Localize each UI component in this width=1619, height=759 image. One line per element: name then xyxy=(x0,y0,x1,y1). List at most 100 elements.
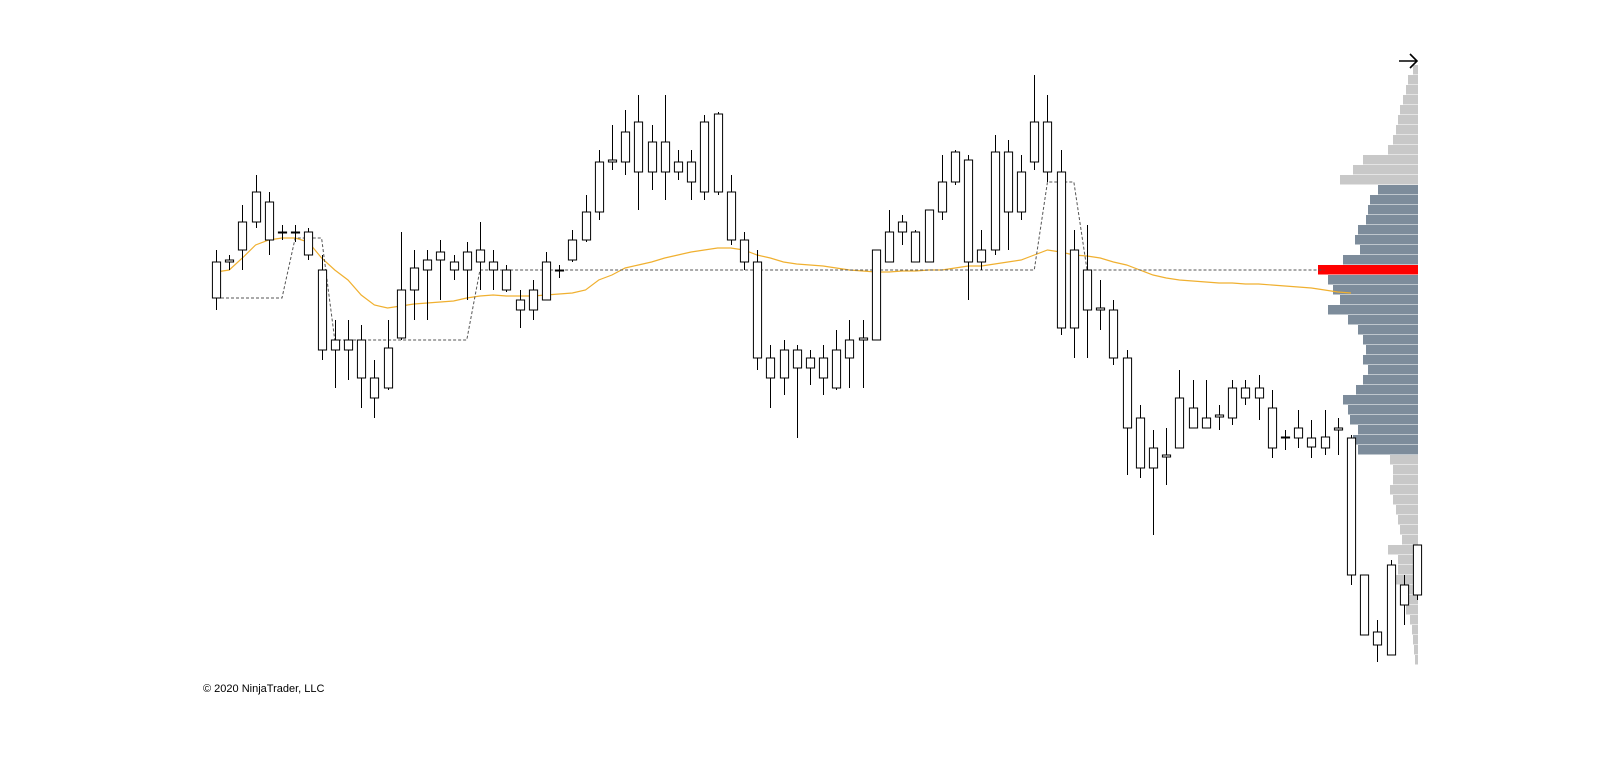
candle-body xyxy=(396,289,407,339)
profile-bar xyxy=(1402,535,1418,545)
candle-body xyxy=(1320,436,1331,449)
candle-body xyxy=(554,269,565,272)
profile-bar xyxy=(1406,605,1418,615)
candle-body xyxy=(1188,407,1199,429)
profile-bar xyxy=(1403,585,1418,595)
profile-bar xyxy=(1410,615,1418,625)
candle-body xyxy=(541,261,552,301)
candle-body xyxy=(910,231,921,263)
profile-bar xyxy=(1396,505,1418,515)
candle-body xyxy=(211,261,222,299)
candle-body xyxy=(343,339,354,351)
candle-body xyxy=(1056,171,1067,329)
candle-body xyxy=(330,339,341,351)
candle-body xyxy=(251,191,262,223)
profile-bar xyxy=(1414,645,1418,655)
profile-bar xyxy=(1340,175,1418,185)
profile-bar xyxy=(1343,395,1418,405)
candle-body xyxy=(647,141,658,173)
candle-body xyxy=(963,159,974,263)
candle-body xyxy=(1122,357,1133,429)
candle-body xyxy=(937,181,948,213)
candle-body xyxy=(435,251,446,261)
candle-body xyxy=(699,121,710,193)
candle-body xyxy=(303,231,314,256)
profile-bar xyxy=(1358,445,1418,455)
candle-body xyxy=(1333,427,1344,431)
candle-body xyxy=(528,289,539,311)
candle-body xyxy=(369,377,380,399)
arrow-head xyxy=(1409,53,1419,69)
candle-body xyxy=(1399,584,1410,606)
candle-body xyxy=(594,161,605,213)
candle-body xyxy=(1346,437,1357,576)
candle-body xyxy=(1201,417,1212,429)
candle-body xyxy=(488,261,499,271)
candle-body xyxy=(633,121,644,173)
profile-bar xyxy=(1356,385,1418,395)
profile-bar xyxy=(1413,65,1418,75)
candle-body xyxy=(462,251,473,271)
candle-body xyxy=(277,231,288,234)
candle-layer xyxy=(211,75,1423,662)
candle-body xyxy=(1412,544,1423,596)
candle-body xyxy=(317,269,328,351)
profile-bar xyxy=(1328,305,1418,315)
profile-bar xyxy=(1393,475,1418,485)
candle-body xyxy=(501,269,512,291)
profile-bar xyxy=(1408,595,1418,605)
profile-bar xyxy=(1318,265,1418,275)
candle-body xyxy=(990,151,1001,251)
profile-bar xyxy=(1348,315,1418,325)
candle-body xyxy=(620,131,631,163)
candle-body xyxy=(1069,249,1080,329)
profile-bar xyxy=(1415,655,1418,665)
candle-body xyxy=(1254,387,1265,399)
candle-body xyxy=(264,201,275,241)
candle-body xyxy=(752,261,763,359)
profile-bar xyxy=(1348,405,1418,415)
dashed-line xyxy=(216,181,1325,341)
profile-bar xyxy=(1398,555,1418,565)
candle-body xyxy=(567,239,578,261)
arrow-icon[interactable] xyxy=(1399,53,1419,69)
candle-body xyxy=(1240,387,1251,399)
profile-bar xyxy=(1398,515,1418,525)
candle-body xyxy=(739,239,750,263)
candle-body xyxy=(831,349,842,389)
profile-layer xyxy=(1318,65,1418,665)
candle-body xyxy=(1095,307,1106,311)
profile-bar xyxy=(1378,185,1418,195)
candle-body xyxy=(765,357,776,379)
profile-bar xyxy=(1400,105,1418,115)
profile-bar xyxy=(1388,145,1418,155)
candle-body xyxy=(686,161,697,183)
candle-body xyxy=(224,259,235,263)
candle-body xyxy=(1293,427,1304,439)
profile-bar xyxy=(1353,165,1418,175)
profile-bar xyxy=(1360,245,1418,255)
candle-body xyxy=(976,249,987,263)
profile-bar xyxy=(1366,215,1418,225)
candle-body xyxy=(356,339,367,379)
candle-body xyxy=(844,339,855,359)
candle-body xyxy=(1016,171,1027,213)
candle-body xyxy=(1108,309,1119,359)
candle-body xyxy=(779,349,790,379)
candle-body xyxy=(673,161,684,173)
profile-bar xyxy=(1396,125,1418,135)
candle-body xyxy=(1267,407,1278,449)
candle-body xyxy=(1042,121,1053,173)
candle-body xyxy=(1174,397,1185,449)
candle-body xyxy=(1359,574,1370,636)
candle-body xyxy=(818,357,829,379)
candle-body xyxy=(950,151,961,183)
profile-bar xyxy=(1358,225,1418,235)
candle-body xyxy=(1029,121,1040,163)
profile-bar xyxy=(1363,335,1418,345)
candle-body xyxy=(924,209,935,263)
profile-bar xyxy=(1398,565,1418,575)
profile-bar xyxy=(1400,525,1418,535)
candle-body xyxy=(1135,417,1146,469)
